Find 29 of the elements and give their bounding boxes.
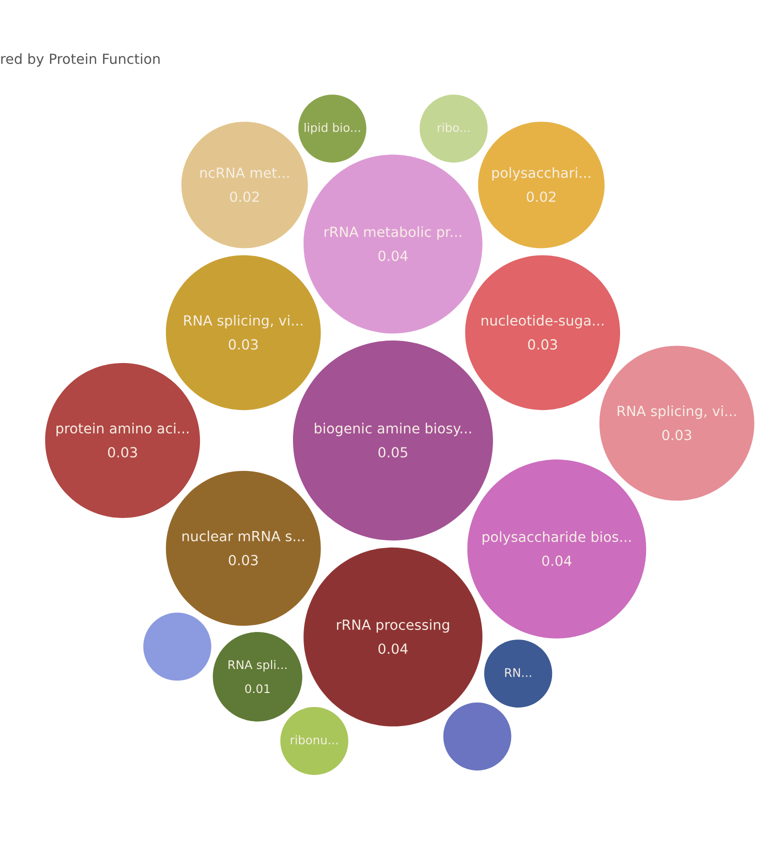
category-label: rRNA metabolic pr... (324, 226, 462, 240)
category-label: nuclear mRNA s... (182, 530, 304, 542)
category-label: ncRNA met... (200, 168, 289, 178)
category-label: rRNA processing (337, 619, 449, 633)
category-label: polysaccharide bios... (482, 531, 631, 545)
category-label: nucleotide-suga... (482, 314, 604, 328)
category-label: RNA splicing, vi... (618, 406, 736, 419)
data-label: 0.04 (378, 250, 408, 262)
category-label: protein amino aci... (56, 422, 188, 436)
data-label: 0.03 (528, 339, 557, 350)
category-label: RN... (505, 668, 532, 677)
data-label: 0.03 (228, 339, 258, 350)
data-label: 0.03 (228, 554, 258, 566)
data-label: 0.03 (662, 430, 692, 440)
data-label: 0.05 (378, 447, 408, 458)
data-label: 0.04 (378, 643, 408, 654)
category-label: lipid bio... (304, 122, 360, 134)
category-label: biogenic amine biosy... (314, 422, 471, 436)
category-label: RNA splicing, vi... (184, 314, 302, 328)
category-label: polysacchari... (492, 167, 590, 181)
data-label: 0.01 (245, 684, 270, 694)
text: red by Protein Function (1, 53, 160, 67)
data-label: 0.03 (108, 447, 137, 458)
category-label: ribonu... (290, 735, 338, 744)
data-label: 0.02 (526, 191, 556, 202)
data-label: 0.04 (542, 556, 572, 566)
category-label: ribo... (438, 122, 470, 132)
category-label: RNA spli... (228, 660, 286, 672)
data-label: 0.02 (230, 191, 259, 202)
